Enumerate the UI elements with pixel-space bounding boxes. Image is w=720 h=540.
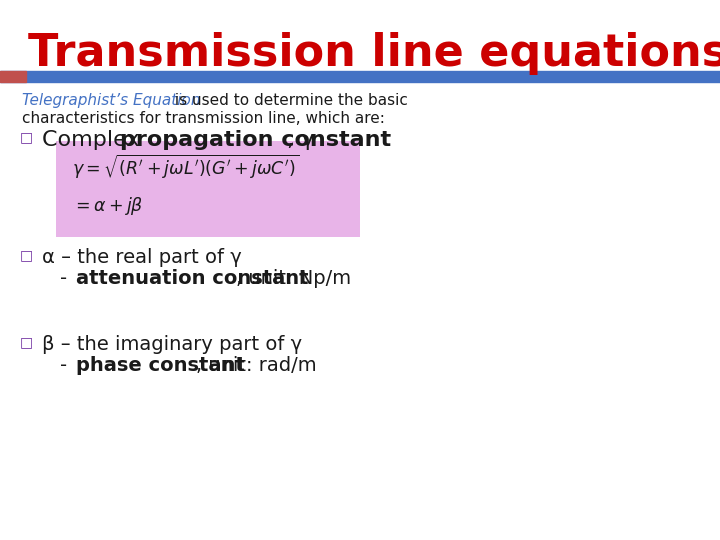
Text: , unit: Np/m: , unit: Np/m	[236, 269, 351, 288]
Text: $\gamma = \sqrt{(R' + j\omega L')(G' + j\omega C')}$: $\gamma = \sqrt{(R' + j\omega L')(G' + j…	[72, 153, 299, 181]
Text: attenuation constant: attenuation constant	[76, 269, 308, 288]
Text: , γ: , γ	[287, 130, 315, 150]
Text: Telegraphist’s Equation: Telegraphist’s Equation	[22, 93, 200, 108]
FancyBboxPatch shape	[56, 141, 360, 237]
Text: β – the imaginary part of γ: β – the imaginary part of γ	[42, 335, 302, 354]
Text: -: -	[60, 356, 73, 375]
Text: propagation constant: propagation constant	[120, 130, 391, 150]
Bar	[0, 71, 720, 82]
Text: is used to determine the basic: is used to determine the basic	[170, 93, 408, 108]
Bar	[0, 71, 26, 82]
Text: α – the real part of γ: α – the real part of γ	[42, 248, 242, 267]
Text: characteristics for transmission line, which are:: characteristics for transmission line, w…	[22, 111, 385, 126]
Text: phase constant: phase constant	[76, 356, 245, 375]
Text: Transmission line equations: Transmission line equations	[28, 32, 720, 75]
Text: □: □	[20, 130, 33, 144]
Text: □: □	[20, 248, 33, 262]
Text: Complex: Complex	[42, 130, 147, 150]
Text: □: □	[20, 335, 33, 349]
Text: -: -	[60, 269, 73, 288]
Text: , unit: rad/m: , unit: rad/m	[196, 356, 317, 375]
Text: $= \alpha + j\beta$: $= \alpha + j\beta$	[72, 195, 143, 217]
